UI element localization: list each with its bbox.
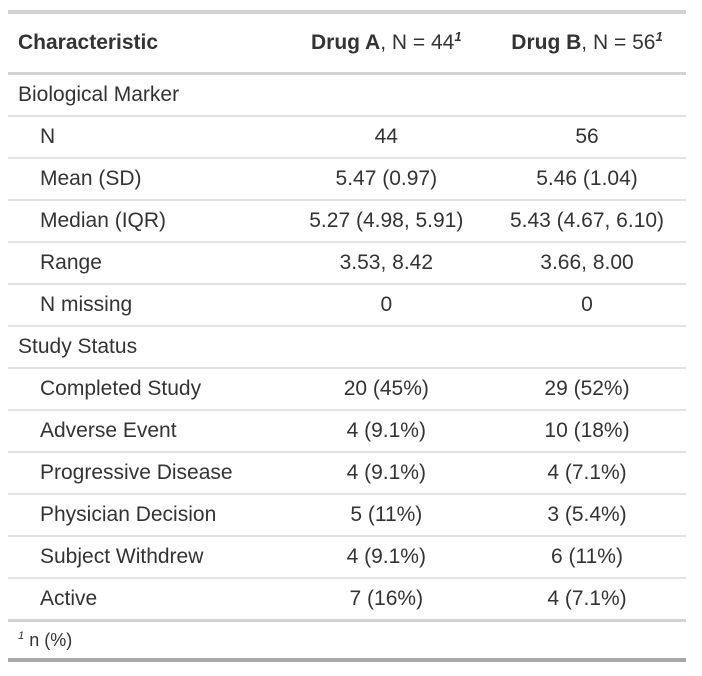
drug-a-value: 7 (16%) bbox=[349, 587, 424, 610]
footnote-row: 1 n (%) bbox=[8, 621, 686, 661]
drug-b-value: 4 (7.1%) bbox=[547, 587, 627, 610]
table-footer: 1 n (%) bbox=[8, 621, 686, 661]
table-row-section-study-status: Study Status bbox=[8, 326, 686, 368]
column-header-drug-a: Drug A, N = 441 bbox=[285, 12, 488, 74]
row-label: N missing bbox=[40, 293, 133, 316]
section-label: Biological Marker bbox=[18, 83, 180, 106]
drug-a-value: 4 (9.1%) bbox=[346, 545, 426, 568]
table-row-physician-decision: Physician Decision 5 (11%) 3 (5.4%) bbox=[8, 494, 686, 536]
header-row: Characteristic Drug A, N = 441 Drug B, N… bbox=[8, 12, 686, 74]
table-row-mean-sd: Mean (SD) 5.47 (0.97) 5.46 (1.04) bbox=[8, 158, 686, 200]
section-label: Study Status bbox=[18, 335, 138, 358]
table-row-progressive-disease: Progressive Disease 4 (9.1%) 4 (7.1%) bbox=[8, 452, 686, 494]
drug-b-value bbox=[488, 74, 686, 117]
footnote: 1 n (%) bbox=[8, 621, 686, 661]
table-header: Characteristic Drug A, N = 441 Drug B, N… bbox=[8, 12, 686, 74]
footnote-mark: 1 bbox=[454, 29, 462, 44]
drug-b-n: , N = 56 bbox=[581, 31, 656, 54]
drug-a-value: 4 (9.1%) bbox=[346, 461, 426, 484]
drug-b-value: 4 (7.1%) bbox=[547, 461, 627, 484]
drug-a-value: 5 (11%) bbox=[350, 503, 423, 526]
drug-b-value: 3.66, 8.00 bbox=[540, 251, 634, 274]
table-row-n-missing: N missing 0 0 bbox=[8, 284, 686, 326]
summary-table-container: Characteristic Drug A, N = 441 Drug B, N… bbox=[8, 10, 686, 662]
drug-a-name: Drug A bbox=[311, 31, 381, 54]
table-row-median-iqr: Median (IQR) 5.27 (4.98, 5.91) 5.43 (4.6… bbox=[8, 200, 686, 242]
footnote-text: n (%) bbox=[29, 630, 73, 650]
row-label: Subject Withdrew bbox=[40, 545, 204, 568]
row-label: N bbox=[40, 125, 56, 148]
drug-b-value: 3 (5.4%) bbox=[547, 503, 627, 526]
row-label: Completed Study bbox=[40, 377, 202, 400]
drug-a-value: 5.47 (0.97) bbox=[335, 167, 438, 190]
table-row-n: N 44 56 bbox=[8, 116, 686, 158]
row-label: Range bbox=[40, 251, 102, 274]
table-row-range: Range 3.53, 8.42 3.66, 8.00 bbox=[8, 242, 686, 284]
drug-b-value bbox=[488, 326, 686, 368]
drug-b-value: 10 (18%) bbox=[544, 419, 630, 442]
drug-b-value: 0 bbox=[581, 293, 593, 316]
table-row-adverse-event: Adverse Event 4 (9.1%) 10 (18%) bbox=[8, 410, 686, 452]
drug-a-value bbox=[285, 74, 488, 117]
drug-a-value: 5.27 (4.98, 5.91) bbox=[309, 209, 464, 232]
table-body: Biological Marker N 44 56 Mean (SD) 5.47… bbox=[8, 74, 686, 621]
drug-a-value: 3.53, 8.42 bbox=[339, 251, 434, 274]
column-header-characteristic: Characteristic bbox=[18, 31, 159, 54]
row-label: Adverse Event bbox=[40, 419, 177, 442]
drug-b-name: Drug B bbox=[511, 31, 582, 54]
table-row-completed-study: Completed Study 20 (45%) 29 (52%) bbox=[8, 368, 686, 410]
row-label: Progressive Disease bbox=[40, 461, 233, 484]
drug-a-value: 0 bbox=[380, 293, 393, 316]
drug-b-value: 56 bbox=[575, 125, 599, 148]
drug-a-value: 4 (9.1%) bbox=[346, 419, 426, 442]
drug-a-n: , N = 44 bbox=[380, 31, 455, 54]
row-label: Median (IQR) bbox=[40, 209, 167, 232]
table-row-section-biological-marker: Biological Marker bbox=[8, 74, 686, 117]
drug-b-value: 29 (52%) bbox=[544, 377, 630, 400]
table-row-subject-withdrew: Subject Withdrew 4 (9.1%) 6 (11%) bbox=[8, 536, 686, 578]
drug-a-value: 44 bbox=[374, 125, 398, 148]
summary-table: Characteristic Drug A, N = 441 Drug B, N… bbox=[8, 10, 686, 662]
footnote-mark: 1 bbox=[655, 29, 663, 44]
drug-b-value: 6 (11%) bbox=[551, 545, 623, 568]
footnote-mark: 1 bbox=[18, 630, 25, 642]
row-label: Physician Decision bbox=[40, 503, 217, 526]
table-row-active: Active 7 (16%) 4 (7.1%) bbox=[8, 578, 686, 621]
row-label: Mean (SD) bbox=[40, 167, 142, 190]
drug-b-value: 5.46 (1.04) bbox=[536, 167, 638, 190]
drug-a-value: 20 (45%) bbox=[343, 377, 429, 400]
drug-b-value: 5.43 (4.67, 6.10) bbox=[509, 209, 665, 232]
row-label: Active bbox=[40, 587, 98, 610]
column-header-drug-b: Drug B, N = 561 bbox=[488, 12, 686, 74]
drug-a-value bbox=[285, 326, 488, 368]
